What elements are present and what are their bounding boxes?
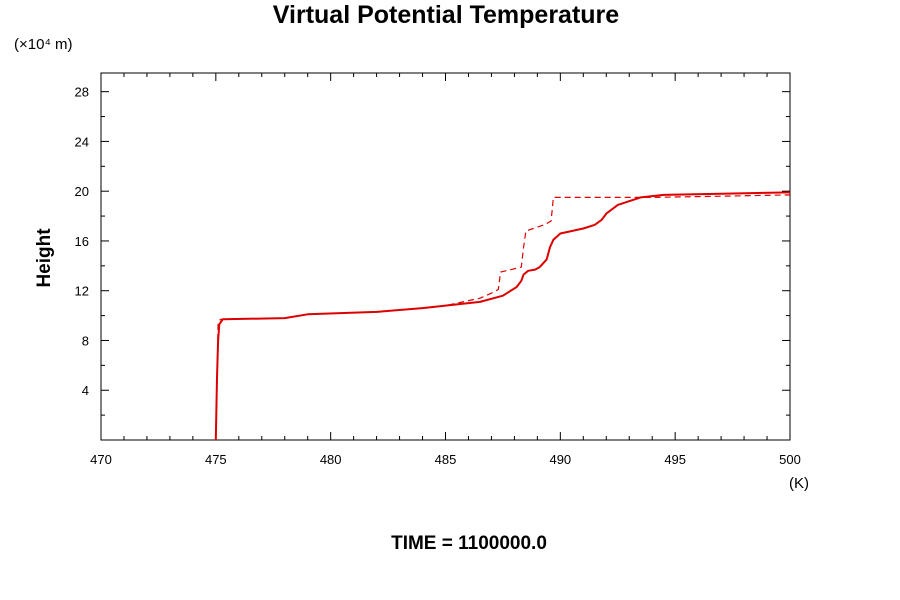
series-layer xyxy=(214,191,791,441)
y-tick-label: 4 xyxy=(82,383,89,398)
plot-frame xyxy=(100,72,791,441)
series-line-solid xyxy=(214,191,791,441)
y-tick-label: 16 xyxy=(75,234,89,249)
y-axis-unit: (×10⁴ m) xyxy=(14,36,73,53)
x-tick-label: 470 xyxy=(90,452,112,467)
x-tick-label: 495 xyxy=(664,452,686,467)
chart-title: Virtual Potential Temperature xyxy=(273,1,619,29)
x-tick-label: 490 xyxy=(549,452,571,467)
y-tick-label: 20 xyxy=(75,184,89,199)
x-axis-unit: (K) xyxy=(789,475,809,492)
series-line-dashed xyxy=(215,194,791,441)
y-tick-label: 28 xyxy=(75,85,89,100)
x-tick-label: 500 xyxy=(779,452,801,467)
time-label: TIME = 1100000.0 xyxy=(391,533,547,554)
axis-ticks: 470 475 480 485 490 495 500 4 8 12 16 20 24 28 xyxy=(75,73,801,467)
x-tick-label: 480 xyxy=(320,452,342,467)
y-tick-label: 8 xyxy=(82,333,89,348)
x-tick-label: 475 xyxy=(205,452,227,467)
y-tick-label: 24 xyxy=(75,134,89,149)
y-axis-title: Height xyxy=(34,228,55,288)
x-tick-label: 485 xyxy=(435,452,457,467)
y-tick-label: 12 xyxy=(75,284,89,299)
